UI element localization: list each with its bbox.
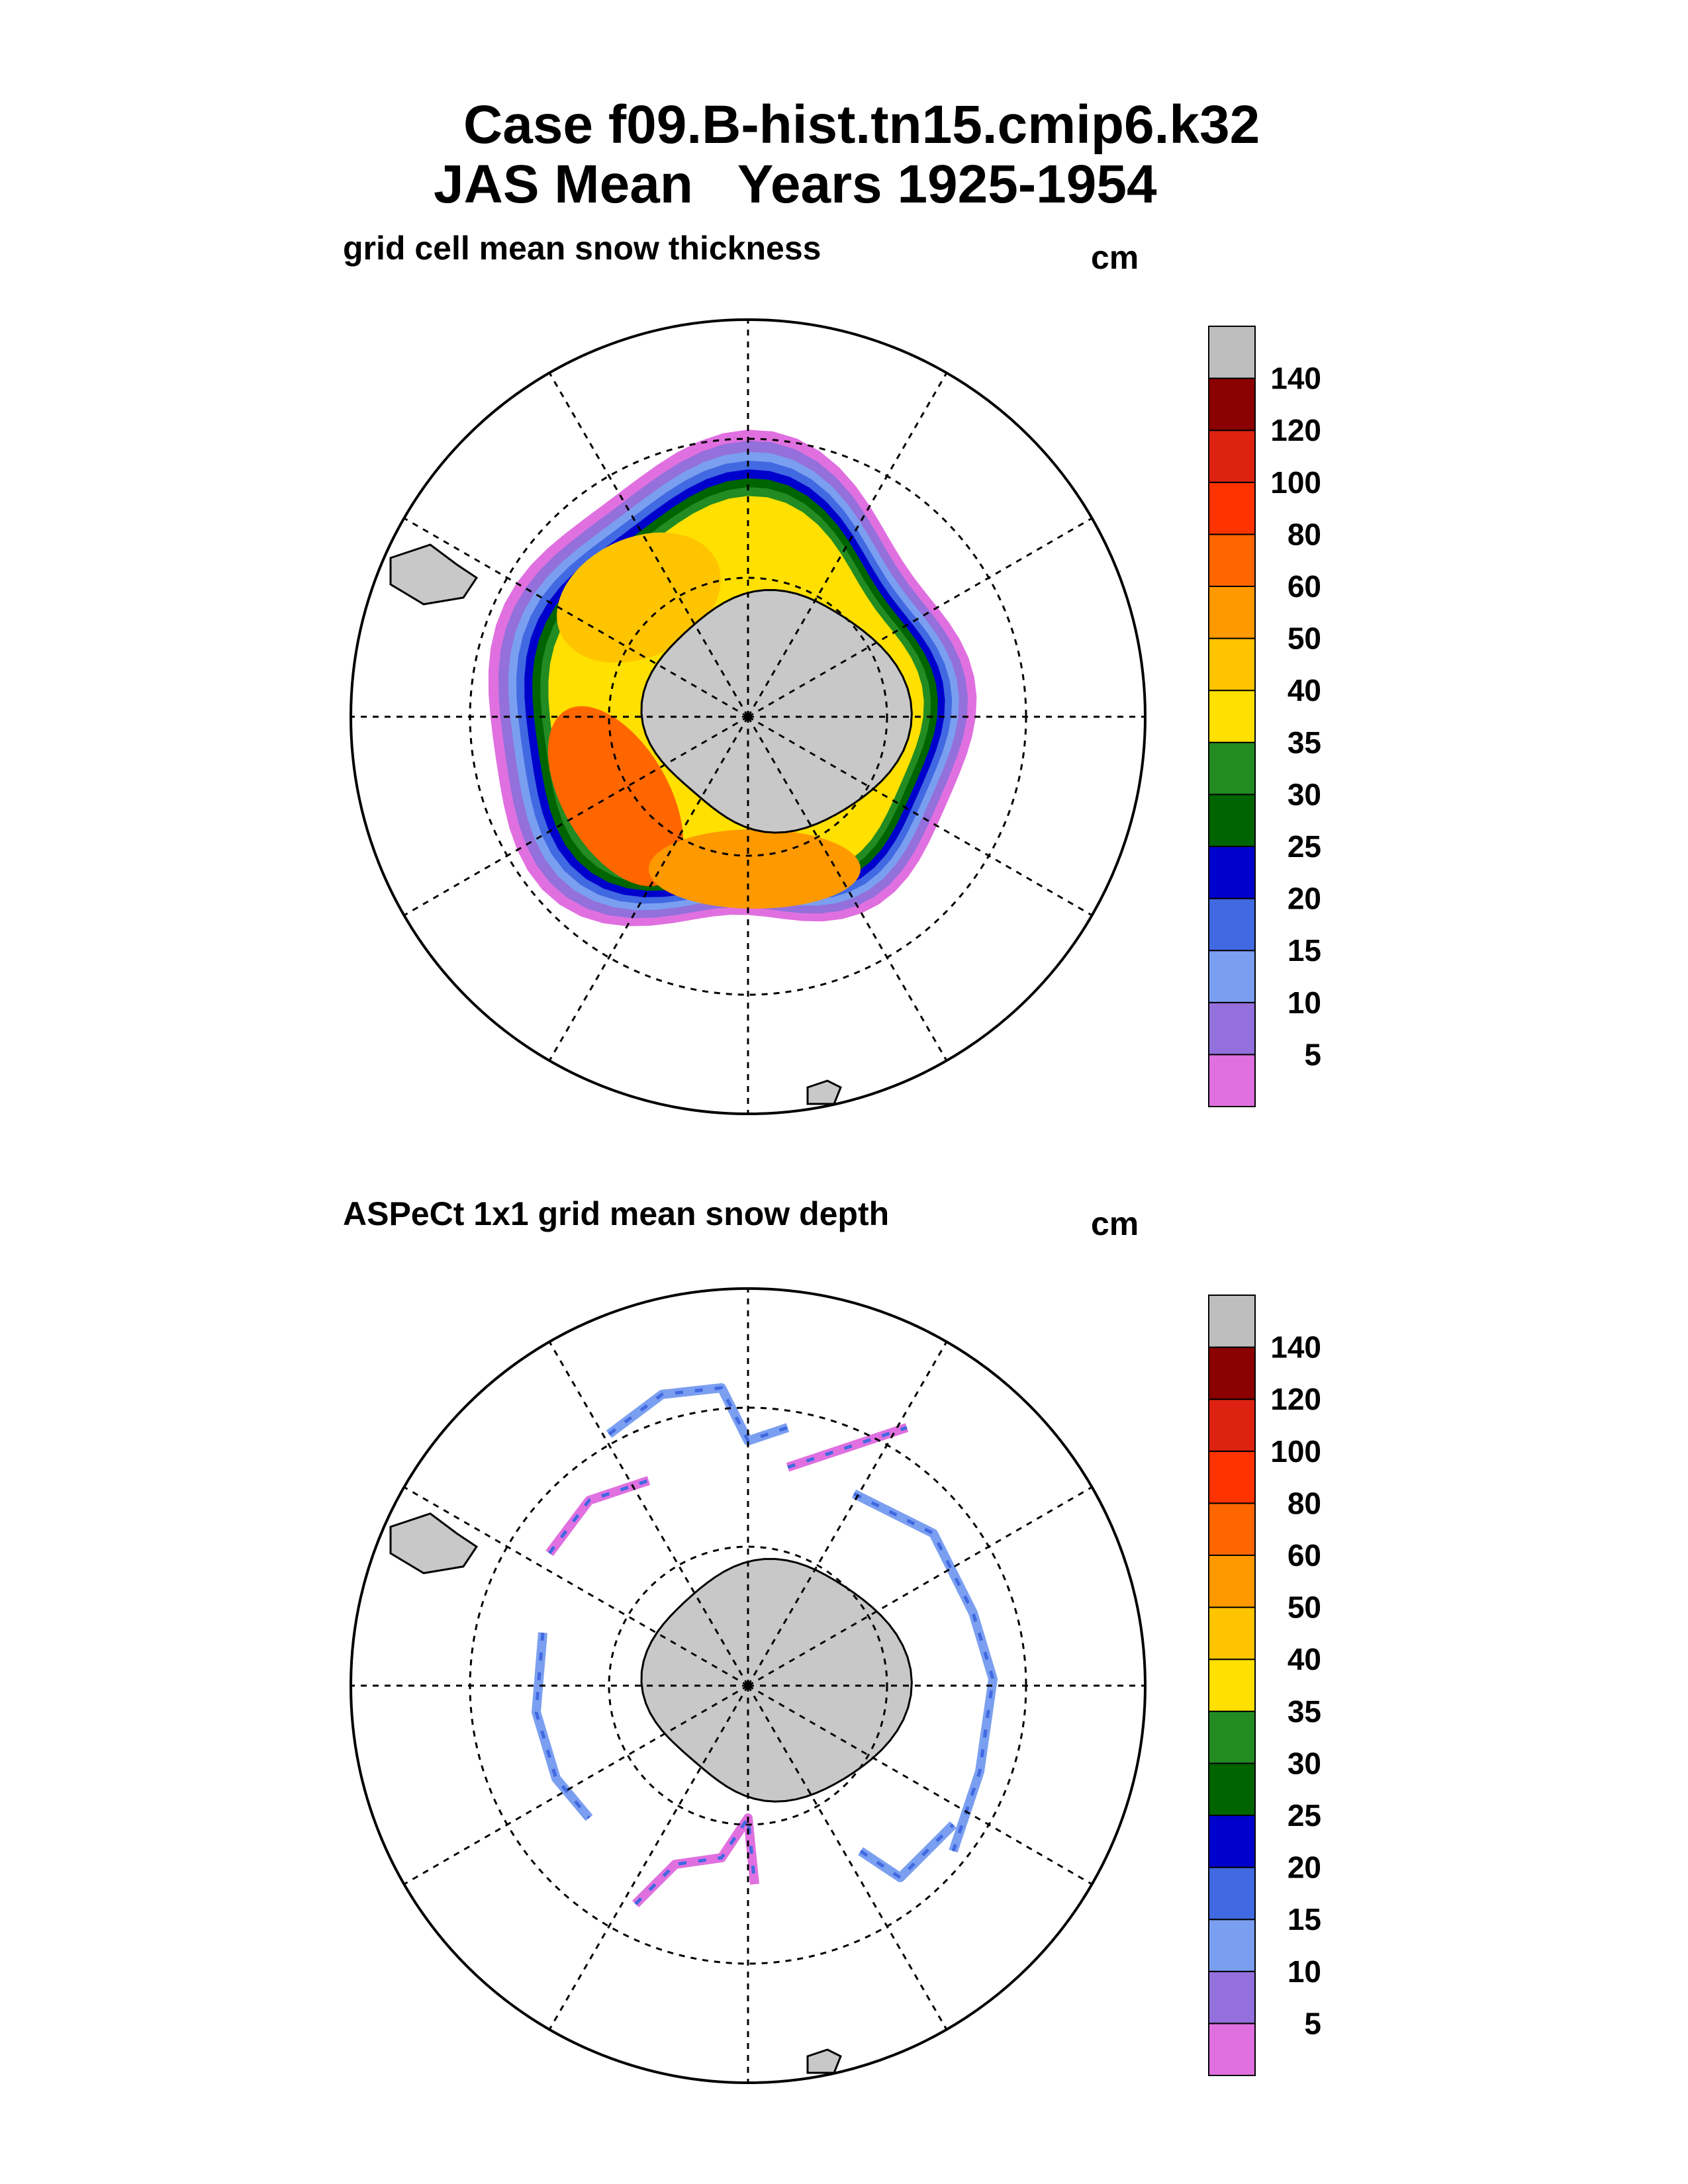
- obs-track-detail-5: [634, 1813, 757, 1905]
- colorbar-label-2: 15: [1288, 933, 1321, 968]
- obs-track-4: [532, 1632, 593, 1821]
- colorbar-label-8: 50: [1288, 621, 1321, 656]
- colorbar-box-0: [1208, 1054, 1256, 1108]
- colorbar-box-5: [1208, 794, 1256, 848]
- colorbar-box-13: [1208, 1346, 1256, 1400]
- panel1-units: cm: [1091, 239, 1139, 276]
- meridian-5: [403, 1684, 749, 1886]
- colorbar-label-8: 50: [1288, 1590, 1321, 1625]
- colorbar-label-11: 100: [1270, 465, 1321, 500]
- obs-track-5: [632, 1813, 759, 1907]
- colorbar-label-1: 10: [1288, 985, 1321, 1020]
- colorbar-box-2: [1208, 1919, 1256, 1972]
- colorbar-box-3: [1208, 897, 1256, 952]
- colorbar-box-0: [1208, 2023, 1256, 2076]
- obs-track-2: [851, 1489, 998, 1853]
- colorbar-box-9: [1208, 586, 1256, 639]
- colorbar-label-1: 10: [1288, 1954, 1321, 1989]
- colorbar-box-7: [1208, 1659, 1256, 1712]
- colorbar-label-12: 120: [1270, 413, 1321, 447]
- colorbar-box-14: [1208, 326, 1256, 379]
- colorbar-box-12: [1208, 1398, 1256, 1452]
- colorbar-label-9: 60: [1288, 569, 1321, 604]
- bellingshausen-thick-region: [547, 706, 684, 886]
- colorbar-label-12: 120: [1270, 1382, 1321, 1416]
- obs-track-3: [545, 1476, 651, 1557]
- polar-map-1: [350, 318, 1147, 1115]
- island-landmass: [806, 1079, 842, 1105]
- colorbar-label-0: 5: [1304, 2006, 1321, 2040]
- colorbar-label-13: 140: [1270, 361, 1321, 396]
- island-landmass: [806, 2048, 842, 2074]
- colorbar-box-6: [1208, 741, 1256, 796]
- colorbar-box-5: [1208, 1762, 1256, 1816]
- antarctica-landmass: [640, 1558, 913, 1803]
- colorbar-label-11: 100: [1270, 1434, 1321, 1469]
- panel2-units: cm: [1091, 1205, 1139, 1242]
- colorbar-label-4: 25: [1288, 829, 1321, 864]
- colorbar-box-14: [1208, 1295, 1256, 1348]
- colorbar-label-0: 5: [1304, 1037, 1321, 1071]
- map-boundary: [350, 318, 1147, 1115]
- colorbar-box-9: [1208, 1555, 1256, 1608]
- colorbar-box-8: [1208, 1606, 1256, 1661]
- colorbar-box-11: [1208, 481, 1256, 535]
- colorbar-box-1: [1208, 1970, 1256, 2025]
- colorbar-box-4: [1208, 1815, 1256, 1868]
- obs-track-0: [606, 1383, 790, 1445]
- colorbar-label-3: 20: [1288, 882, 1321, 916]
- colorbar-label-13: 140: [1270, 1330, 1321, 1365]
- colorbar-2: 5 10 15 20 25 30 35 40 50 60 80 100 120 140: [1208, 1295, 1321, 2076]
- colorbar-box-10: [1208, 1502, 1256, 1556]
- colorbar-box-7: [1208, 690, 1256, 743]
- colorbar-box-3: [1208, 1866, 1256, 1921]
- colorbar-box-4: [1208, 846, 1256, 899]
- colorbar-box-1: [1208, 1001, 1256, 1056]
- latitude-circle-0: [608, 1545, 888, 1826]
- colorbar-label-2: 15: [1288, 1902, 1321, 1936]
- obs-track-6: [858, 1821, 957, 1882]
- colorbar-1: 5 10 15 20 25 30 35 40 50 60 80 100 120 140: [1208, 326, 1321, 1108]
- weddell-thick-region: [557, 532, 721, 663]
- obs-track-detail-3: [548, 1479, 649, 1555]
- colorbar-box-12: [1208, 430, 1256, 483]
- ross-thick-region: [649, 829, 861, 909]
- colorbar-label-5: 30: [1288, 777, 1321, 811]
- colorbar-box-13: [1208, 377, 1256, 432]
- obs-track-detail-1: [787, 1426, 908, 1469]
- chart-title-line1: Case f09.B-hist.tn15.cmip6.k32: [463, 95, 1260, 155]
- colorbar-label-10: 80: [1288, 1486, 1321, 1520]
- colorbar-label-7: 40: [1288, 673, 1321, 707]
- chart-title-line2: JAS Mean Years 1925-1954: [434, 154, 1157, 214]
- panel1-title: grid cell mean snow thickness: [343, 230, 821, 267]
- colorbar-label-4: 25: [1288, 1798, 1321, 1833]
- colorbar-label-6: 35: [1288, 725, 1321, 760]
- map-boundary: [350, 1287, 1147, 2084]
- panel2-title: ASPeCt 1x1 grid mean snow depth: [343, 1195, 890, 1232]
- colorbar-box-2: [1208, 950, 1256, 1003]
- south-america-landmass: [389, 1512, 479, 1574]
- colorbar-label-7: 40: [1288, 1642, 1321, 1676]
- colorbar-label-3: 20: [1288, 1850, 1321, 1885]
- colorbar-label-9: 60: [1288, 1538, 1321, 1572]
- south-america-landmass: [389, 543, 479, 606]
- obs-track-detail-4: [534, 1632, 590, 1819]
- colorbar-box-10: [1208, 533, 1256, 588]
- colorbar-box-6: [1208, 1710, 1256, 1764]
- colorbar-box-8: [1208, 637, 1256, 692]
- latitude-circle-0: [608, 576, 888, 857]
- colorbar-label-5: 30: [1288, 1746, 1321, 1780]
- obs-track-detail-0: [608, 1386, 788, 1443]
- colorbar-label-6: 35: [1288, 1694, 1321, 1729]
- colorbar-label-10: 80: [1288, 517, 1321, 551]
- polar-map-2: [350, 1287, 1147, 2084]
- colorbar-box-11: [1208, 1450, 1256, 1504]
